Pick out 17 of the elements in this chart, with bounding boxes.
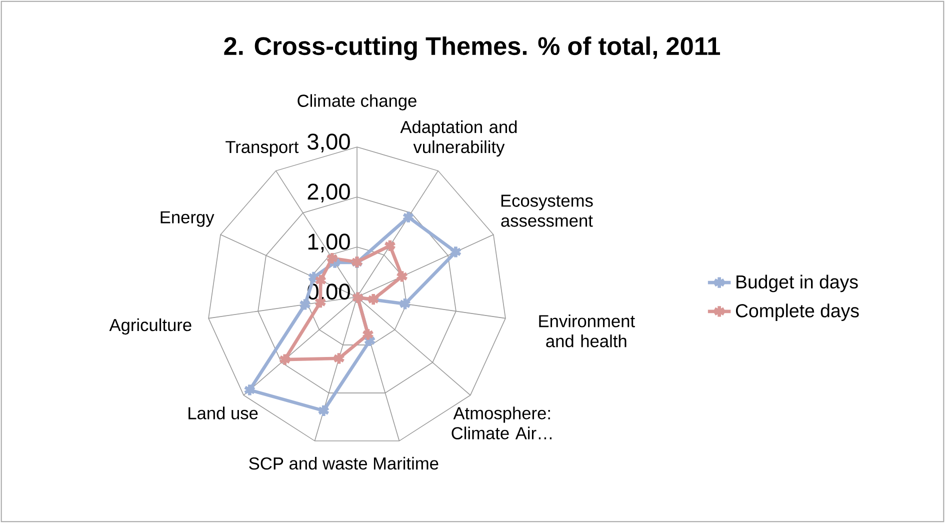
y-tick-label: 1,00 xyxy=(308,234,350,252)
chart-title: 2. Cross-cutting Themes. % of total, 2011 xyxy=(224,36,720,60)
spoke-label: Land use xyxy=(188,406,258,420)
spoke-label: Maritime xyxy=(374,456,438,470)
y-tick-label: 3,00 xyxy=(308,134,350,152)
spoke-label: Atmosphere: Climate Air… xyxy=(452,406,552,440)
legend-label: Complete days xyxy=(736,304,859,322)
spoke-label: Energy xyxy=(160,211,214,227)
spoke-label: Climate change xyxy=(298,94,416,110)
spoke-label: Agriculture xyxy=(109,318,192,335)
spoke-label: Adaptation and vulnerability xyxy=(400,120,517,157)
y-tick-label: 2,00 xyxy=(308,184,350,202)
spoke-label: SCP and waste xyxy=(249,456,368,470)
legend-label: Budget in days xyxy=(736,274,858,292)
spoke-label: Environment and health xyxy=(539,314,635,348)
spoke-label: Transport xyxy=(226,141,299,157)
spoke-label: Ecosystems assessment xyxy=(501,194,593,227)
